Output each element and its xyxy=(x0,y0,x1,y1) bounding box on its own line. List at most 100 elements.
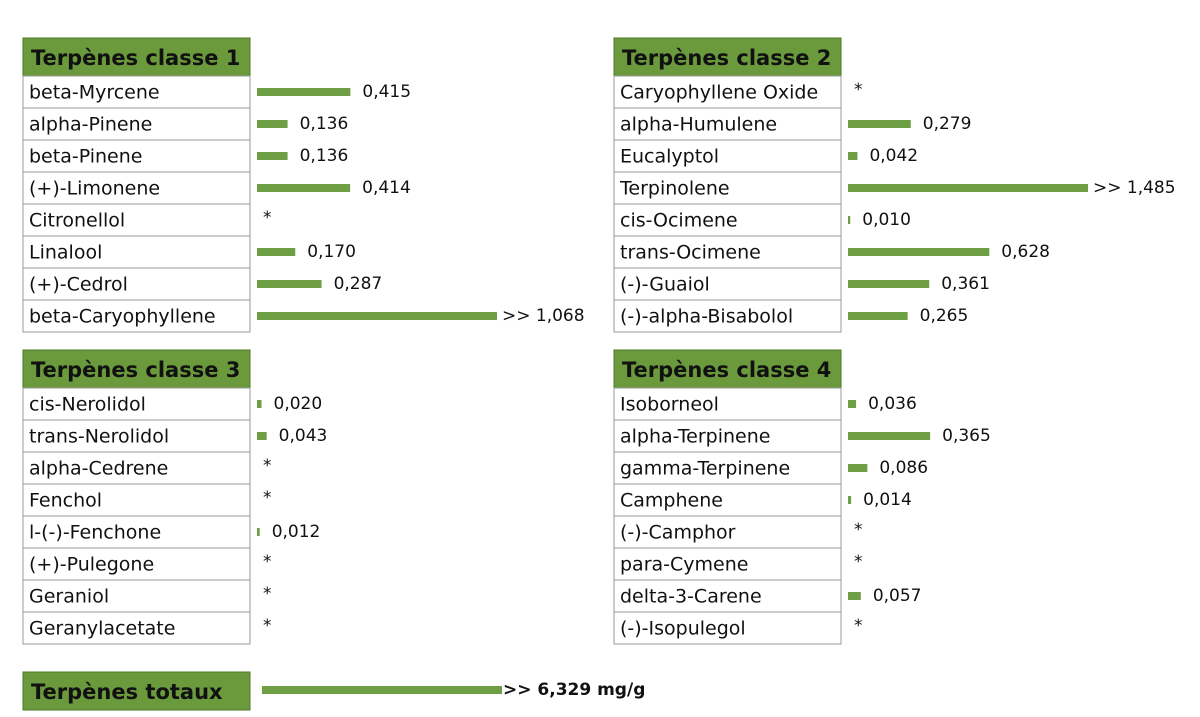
value-label: 0,279 xyxy=(923,114,972,134)
value-label: * xyxy=(263,616,272,636)
value-label: 0,020 xyxy=(274,394,323,414)
row-cell xyxy=(22,203,251,237)
bar xyxy=(848,152,858,160)
bar xyxy=(848,592,861,600)
bar xyxy=(848,400,857,408)
row-cell xyxy=(22,419,251,453)
value-label: * xyxy=(263,208,272,228)
row-cell xyxy=(613,299,842,333)
terpene-name: (+)-Pulegone xyxy=(29,554,154,576)
bar xyxy=(257,280,322,288)
value-label: * xyxy=(263,552,272,572)
row-cell xyxy=(22,267,251,301)
value-label: 0,415 xyxy=(362,82,411,102)
terpene-name: trans-Nerolidol xyxy=(29,426,169,448)
bar xyxy=(848,464,868,472)
value-label: 0,136 xyxy=(300,114,349,134)
terpene-name: delta-3-Carene xyxy=(620,586,762,608)
value-label: * xyxy=(263,456,272,476)
row-cell xyxy=(22,483,251,517)
terpene-name: (+)-Limonene xyxy=(29,178,160,200)
row-cell xyxy=(22,299,251,333)
bar xyxy=(257,120,288,128)
terpene-name: beta-Pinene xyxy=(29,146,142,168)
row-cell xyxy=(22,387,251,421)
terpene-name: alpha-Pinene xyxy=(29,114,152,136)
bar xyxy=(848,312,908,320)
terpene-name: (-)-alpha-Bisabolol xyxy=(620,306,793,328)
value-label: 0,014 xyxy=(863,490,912,510)
terpene-name: cis-Nerolidol xyxy=(29,394,146,416)
terpene-name: (-)-Guaiol xyxy=(620,274,710,296)
value-label: 0,012 xyxy=(272,522,321,542)
row-cell xyxy=(22,579,251,613)
value-label: * xyxy=(854,80,863,100)
bar xyxy=(257,400,262,408)
value-label: 0,287 xyxy=(334,274,383,294)
row-cell xyxy=(613,611,842,645)
value-label: >> 1,485 xyxy=(1093,178,1176,198)
terpene-name: Linalool xyxy=(29,242,102,264)
row-cell xyxy=(613,451,842,485)
value-label: 0,361 xyxy=(941,274,990,294)
bar xyxy=(257,312,497,320)
row-cell xyxy=(613,267,842,301)
row-cell xyxy=(613,387,842,421)
bar xyxy=(848,184,1088,192)
terpene-name: gamma-Terpinene xyxy=(620,458,790,480)
bar xyxy=(257,184,351,192)
value-label: 0,010 xyxy=(862,210,911,230)
value-label: 0,414 xyxy=(362,178,411,198)
terpene-name: trans-Ocimene xyxy=(620,242,761,264)
terpene-name: l-(-)-Fenchone xyxy=(29,522,161,544)
bar xyxy=(257,88,351,96)
terpene-name: Geranylacetate xyxy=(29,618,175,640)
bar xyxy=(848,248,990,256)
value-label: * xyxy=(854,616,863,636)
terpene-name: Eucalyptol xyxy=(620,146,719,168)
value-label: * xyxy=(263,584,272,604)
group-header xyxy=(22,37,251,77)
bar xyxy=(257,528,260,536)
value-label: * xyxy=(854,520,863,540)
row-cell xyxy=(613,75,842,109)
value-label: * xyxy=(263,488,272,508)
terpene-name: beta-Myrcene xyxy=(29,82,160,104)
row-cell xyxy=(22,515,251,549)
row-cell xyxy=(22,547,251,581)
terpene-name: Caryophyllene Oxide xyxy=(620,82,818,104)
terpene-name: (-)-Isopulegol xyxy=(620,618,746,640)
bar xyxy=(257,432,267,440)
value-label: 0,057 xyxy=(873,586,922,606)
value-label: * xyxy=(854,552,863,572)
terpene-name: Fenchol xyxy=(29,490,102,512)
value-label: 0,042 xyxy=(869,146,918,166)
row-cell xyxy=(22,75,251,109)
value-label: 0,086 xyxy=(879,458,928,478)
row-cell xyxy=(613,107,842,141)
row-cell xyxy=(22,107,251,141)
group-header xyxy=(613,37,842,77)
row-cell xyxy=(22,611,251,645)
group-header xyxy=(22,349,251,389)
terpene-name: beta-Caryophyllene xyxy=(29,306,216,328)
row-cell xyxy=(613,515,842,549)
value-label: 0,170 xyxy=(307,242,356,262)
bar xyxy=(257,152,288,160)
row-cell xyxy=(613,235,842,269)
terpene-name: Citronellol xyxy=(29,210,125,232)
group-title: Terpènes classe 4 xyxy=(622,358,831,382)
group-title: Terpènes classe 1 xyxy=(31,46,240,70)
bar xyxy=(848,280,930,288)
terpene-name: para-Cymene xyxy=(620,554,748,576)
bar xyxy=(257,248,296,256)
total-title: Terpènes totaux xyxy=(31,680,223,704)
value-label: 0,043 xyxy=(279,426,328,446)
value-label: 0,365 xyxy=(942,426,991,446)
terpene-name: Terpinolene xyxy=(619,178,730,200)
terpene-name: cis-Ocimene xyxy=(620,210,738,232)
row-cell xyxy=(22,139,251,173)
bar xyxy=(848,216,851,224)
bar xyxy=(848,496,852,504)
